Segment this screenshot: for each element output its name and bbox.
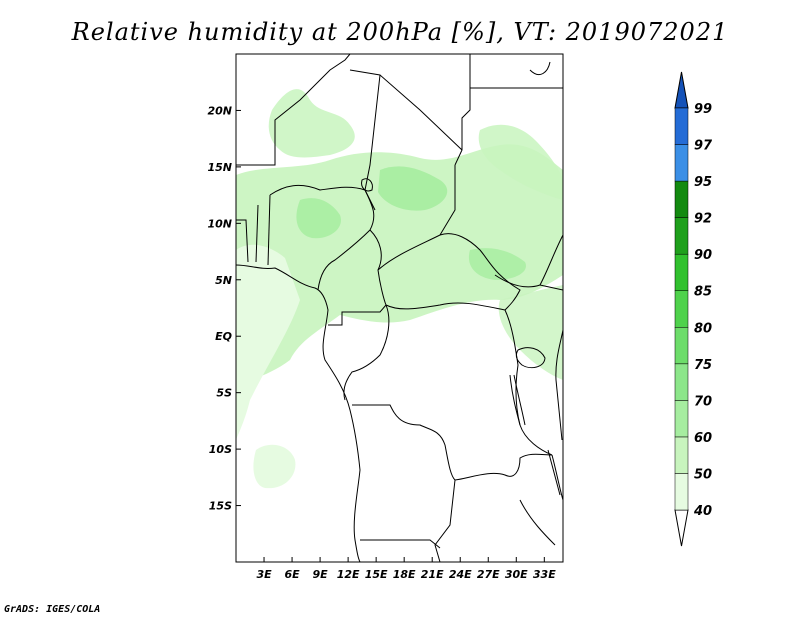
x-tick-label: 30E xyxy=(505,568,528,581)
colorbar-swatch xyxy=(674,180,689,218)
y-tick-label: 10N xyxy=(207,217,232,230)
y-axis-ticks: 20N 15N 10N 5N EQ 5S 10S 15S xyxy=(207,104,241,513)
colorbar-swatch xyxy=(674,400,689,438)
border-drc-north xyxy=(385,302,506,311)
border-south-sudan xyxy=(494,274,563,291)
humidity-region-northeast xyxy=(478,124,563,200)
colorbar-swatch xyxy=(674,217,689,255)
y-tick-label: EQ xyxy=(215,330,232,343)
border-sudan xyxy=(439,165,456,236)
colorbar-label: 40 xyxy=(693,504,712,519)
credit-text: GrADS: IGES/COLA xyxy=(4,604,101,615)
border-nigeria xyxy=(269,184,375,291)
humidity-shading xyxy=(236,89,563,489)
colorbar-label: 75 xyxy=(694,358,712,373)
humidity-region-core-3 xyxy=(468,248,526,280)
x-tick-label: 6E xyxy=(284,568,300,581)
coastline-red-sea xyxy=(529,61,551,75)
colorbar-swatch xyxy=(674,473,689,511)
colorbar-top-arrow xyxy=(674,71,689,109)
x-tick-label: 18E xyxy=(393,568,416,581)
x-tick-label: 15E xyxy=(365,568,388,581)
colorbar-label: 50 xyxy=(694,467,712,482)
y-tick-label: 15N xyxy=(207,161,232,174)
border-benin xyxy=(267,194,271,266)
x-tick-label: 12E xyxy=(337,568,360,581)
humidity-region-north xyxy=(268,89,355,158)
lake-tanganyika xyxy=(509,374,526,426)
border-ethiopia xyxy=(539,234,563,286)
humidity-region-50-low xyxy=(236,244,300,440)
humidity-region-east xyxy=(498,285,563,380)
country-borders xyxy=(236,54,563,562)
lake-malawi xyxy=(547,449,561,496)
x-tick-label: 27E xyxy=(477,568,500,581)
border-libya xyxy=(454,54,471,166)
colorbar-label: 95 xyxy=(694,175,712,190)
x-axis-ticks: 3E 6E 9E 12E 15E 18E 21E 24E 27E 30E 33E xyxy=(256,557,556,581)
colorbar-label: 80 xyxy=(694,321,712,336)
colorbar-swatch xyxy=(674,436,689,474)
colorbar: 40 50 60 70 75 80 85 90 92 95 97 99 xyxy=(674,71,713,547)
colorbar-label: 92 xyxy=(694,212,712,227)
map-title: Relative humidity at 200hPa [%], VT: 201… xyxy=(71,18,729,46)
colorbar-label: 70 xyxy=(694,394,712,409)
lake-chad xyxy=(361,178,373,192)
humidity-region-south xyxy=(253,444,296,489)
colorbar-swatch xyxy=(674,144,689,182)
border-congo xyxy=(343,304,390,401)
border-mozambique xyxy=(519,454,563,546)
colorbar-label: 97 xyxy=(694,139,713,154)
y-tick-label: 15S xyxy=(209,500,232,513)
y-tick-label: 5S xyxy=(216,387,232,400)
y-tick-label: 5N xyxy=(215,274,232,287)
colorbar-label: 99 xyxy=(694,102,712,117)
border-car xyxy=(377,233,521,311)
x-tick-label: 9E xyxy=(312,568,328,581)
colorbar-swatch xyxy=(674,253,689,291)
coastline-east xyxy=(555,329,563,441)
colorbar-swatch xyxy=(674,290,689,328)
x-tick-label: 3E xyxy=(256,568,272,581)
colorbar-bottom-arrow xyxy=(674,509,689,547)
border-ghana xyxy=(255,204,259,263)
humidity-region-core xyxy=(378,166,448,211)
border-chad-north xyxy=(349,69,463,151)
y-tick-label: 20N xyxy=(207,104,232,117)
border-namibia xyxy=(360,539,441,549)
x-tick-label: 21E xyxy=(421,568,444,581)
colorbar-swatch xyxy=(674,327,689,365)
border-angola xyxy=(352,404,456,562)
border-drc-east xyxy=(504,309,553,456)
colorbar-label: 90 xyxy=(694,248,712,263)
map-frame xyxy=(235,53,564,563)
border-zambia xyxy=(454,453,553,481)
lake-victoria xyxy=(515,347,546,369)
colorbar-label: 60 xyxy=(694,431,712,446)
x-tick-label: 33E xyxy=(533,568,556,581)
coastline-west-africa xyxy=(236,264,361,562)
x-tick-label: 24E xyxy=(449,568,472,581)
colorbar-label: 85 xyxy=(694,285,712,300)
y-tick-label: 10S xyxy=(209,443,232,456)
colorbar-swatch xyxy=(674,107,689,145)
colorbar-swatch xyxy=(674,363,689,401)
humidity-region-core-2 xyxy=(296,198,341,239)
border-ivory xyxy=(236,219,249,263)
border-sahara-north xyxy=(236,54,351,166)
